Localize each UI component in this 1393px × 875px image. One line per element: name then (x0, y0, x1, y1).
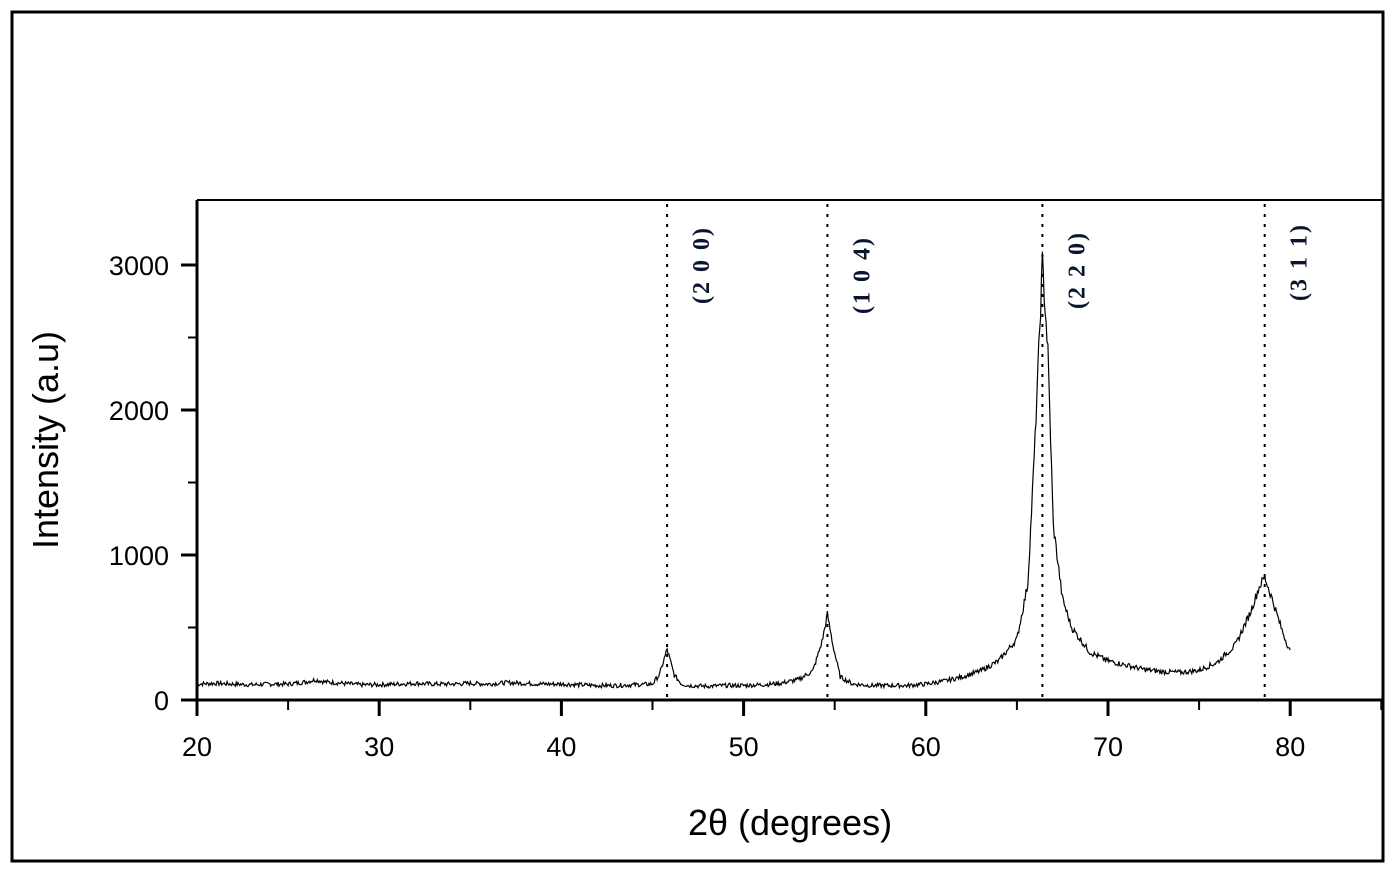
peak-label: (2 2 0) (1064, 231, 1090, 309)
x-tick-label: 70 (1093, 732, 1123, 762)
y-tick-label: 3000 (109, 251, 169, 281)
peak-label: (3 1 1) (1287, 223, 1313, 301)
x-tick-label: 80 (1275, 732, 1305, 762)
xrd-series-line (196, 251, 1291, 690)
peak-label: (1 0 4) (849, 236, 875, 314)
x-tick-label: 50 (729, 732, 759, 762)
x-tick-label: 30 (364, 732, 394, 762)
y-axis-title: Intensity (a.u) (25, 331, 66, 549)
x-tick-label: 20 (182, 732, 212, 762)
x-tick-label: 60 (911, 732, 941, 762)
x-tick-label: 40 (546, 732, 576, 762)
y-tick-label: 0 (154, 686, 169, 716)
y-tick-label: 1000 (109, 541, 169, 571)
x-axis-title: 2θ (degrees) (688, 802, 892, 843)
y-tick-label: 2000 (109, 396, 169, 426)
peak-label: (2 0 0) (689, 226, 715, 304)
outer-frame (10, 10, 1385, 863)
